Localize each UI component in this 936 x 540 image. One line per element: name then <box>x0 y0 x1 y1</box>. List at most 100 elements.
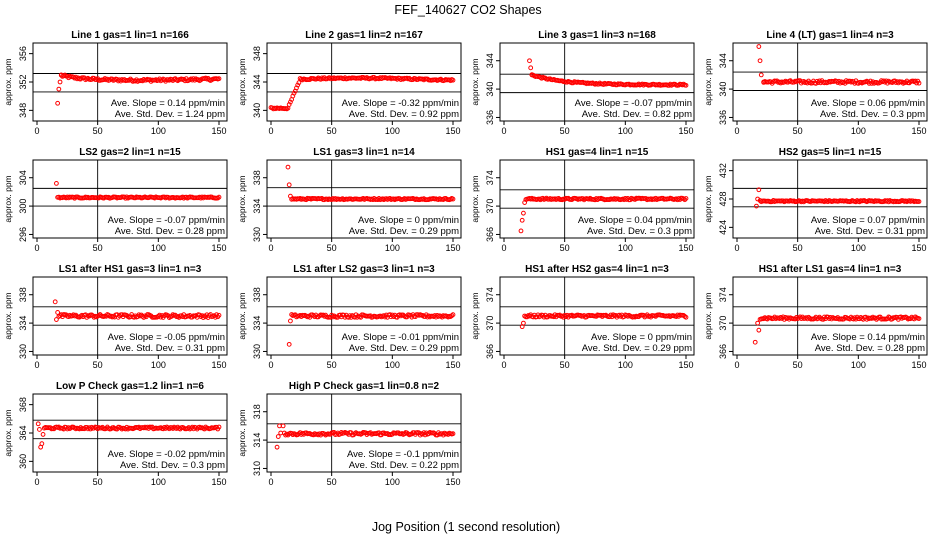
x-tick-label: 50 <box>93 360 103 370</box>
x-tick-label: 150 <box>445 360 460 370</box>
panel-14: High P Check gas=1 lin=0.8 n=2 approx. pp… <box>237 381 462 487</box>
x-tick-label: 50 <box>793 243 803 253</box>
y-tick-label: 318 <box>252 404 262 419</box>
x-tick-label: 150 <box>211 360 226 370</box>
data-point <box>754 203 759 209</box>
data-point <box>683 314 689 320</box>
y-axis-label: approx. ppm <box>703 175 713 222</box>
plot-frame <box>266 276 462 356</box>
data-point <box>40 432 46 437</box>
panel-3: Line 3 gas=1 lin=3 n=168 approx. ppm 0 50 10… <box>470 30 695 136</box>
y-tick-label: 334 <box>252 199 262 214</box>
data-point <box>682 197 688 203</box>
y-tick-label: 366 <box>485 344 495 359</box>
data-point <box>755 320 761 326</box>
data-points <box>55 72 222 106</box>
panel-1: Line 1 gas=1 lin=1 n=166 approx. ppm 0 50 10… <box>3 30 228 136</box>
panel-title: LS1 after LS2 gas=3 lin=1 n=3 <box>293 264 435 275</box>
figure-title: FEF_140627 CO2 Shapes <box>394 3 541 17</box>
x-tick-label: 100 <box>618 243 633 253</box>
y-axis-label: approx. ppm <box>703 292 713 339</box>
data-point <box>71 74 76 80</box>
data-point <box>756 44 762 49</box>
data-point <box>866 81 872 86</box>
data-point <box>212 314 218 320</box>
data-point <box>285 164 291 170</box>
x-tick-label: 150 <box>445 477 460 487</box>
panel-title: Line 1 gas=1 lin=1 n=166 <box>71 30 189 41</box>
data-point <box>616 312 622 318</box>
slope-text: Ave. Slope = 0 ppm/min <box>591 332 692 343</box>
x-tick-label: 50 <box>327 243 337 253</box>
y-tick-label: 344 <box>252 74 262 89</box>
panel-4: Line 4 (LT) gas=1 lin=4 n=3 approx. ppm 0 5… <box>703 30 928 136</box>
x-tick-label: 0 <box>501 126 506 136</box>
slope-text: Ave. Slope = 0.07 ppm/min <box>811 215 925 226</box>
y-axis-label: approx. ppm <box>3 175 13 222</box>
x-tick-label: 50 <box>93 126 103 136</box>
data-point <box>683 196 689 201</box>
data-points <box>754 187 922 209</box>
data-point <box>757 58 763 64</box>
data-points <box>285 164 456 203</box>
x-tick-label: 0 <box>268 243 273 253</box>
data-point <box>54 181 59 186</box>
panel-title: HS1 gas=4 lin=1 n=15 <box>546 147 649 158</box>
std-dev-text: Ave. Std. Dev. = 0.31 ppm <box>815 226 925 237</box>
data-point <box>275 434 281 439</box>
data-point <box>55 100 61 106</box>
y-tick-label: 374 <box>718 287 728 302</box>
y-tick-label: 336 <box>718 110 728 125</box>
x-tick-label: 100 <box>385 360 400 370</box>
y-tick-label: 314 <box>252 433 262 448</box>
y-tick-label: 338 <box>252 287 262 302</box>
x-tick-label: 100 <box>851 243 866 253</box>
x-tick-label: 150 <box>445 126 460 136</box>
data-point <box>756 187 762 193</box>
panel-title: HS1 after LS1 gas=4 lin=1 n=3 <box>759 264 902 275</box>
y-tick-label: 366 <box>718 344 728 359</box>
data-point <box>521 210 526 216</box>
std-dev-text: Ave. Std. Dev. = 0.22 ppm <box>349 460 459 471</box>
y-tick-label: 370 <box>485 199 495 214</box>
data-point <box>52 299 58 305</box>
data-point <box>35 421 41 427</box>
x-tick-label: 150 <box>445 243 460 253</box>
data-point <box>752 339 758 345</box>
data-point <box>683 82 689 88</box>
std-dev-text: Ave. Std. Dev. = 0.3 ppm <box>587 226 692 237</box>
panel-2: Line 2 gas=1 lin=2 n=167 approx. ppm 0 50 10… <box>237 30 462 136</box>
x-tick-label: 0 <box>34 360 39 370</box>
x-tick-label: 100 <box>151 126 166 136</box>
y-axis-label: approx. ppm <box>470 175 480 222</box>
data-point <box>528 65 534 71</box>
plot-frame <box>32 159 228 239</box>
data-point <box>834 78 839 84</box>
plot-frame <box>32 276 228 356</box>
data-point <box>216 312 222 318</box>
data-point <box>320 312 326 318</box>
y-tick-label: 338 <box>18 287 28 302</box>
x-tick-label: 50 <box>560 360 570 370</box>
data-point <box>286 102 292 107</box>
y-axis-label: approx. ppm <box>237 409 247 456</box>
data-point <box>562 313 568 318</box>
data-points <box>274 423 456 450</box>
y-tick-label: 360 <box>18 454 28 469</box>
std-dev-text: Ave. Std. Dev. = 0.28 ppm <box>115 226 225 237</box>
std-dev-text: Ave. Std. Dev. = 0.31 ppm <box>115 343 225 354</box>
y-tick-label: 304 <box>18 170 28 185</box>
data-point <box>916 80 922 86</box>
y-tick-label: 340 <box>718 82 728 97</box>
data-points <box>286 312 456 347</box>
std-dev-text: Ave. Std. Dev. = 0.3 ppm <box>120 460 225 471</box>
y-tick-label: 352 <box>18 74 28 89</box>
x-tick-label: 150 <box>911 243 926 253</box>
y-tick-label: 370 <box>485 316 495 331</box>
data-point <box>54 317 59 322</box>
panel-title: High P Check gas=1 lin=0.8 n=2 <box>289 381 440 392</box>
x-tick-label: 150 <box>911 360 926 370</box>
y-tick-label: 432 <box>718 163 728 178</box>
slope-text: Ave. Slope = 0.14 ppm/min <box>111 98 225 109</box>
